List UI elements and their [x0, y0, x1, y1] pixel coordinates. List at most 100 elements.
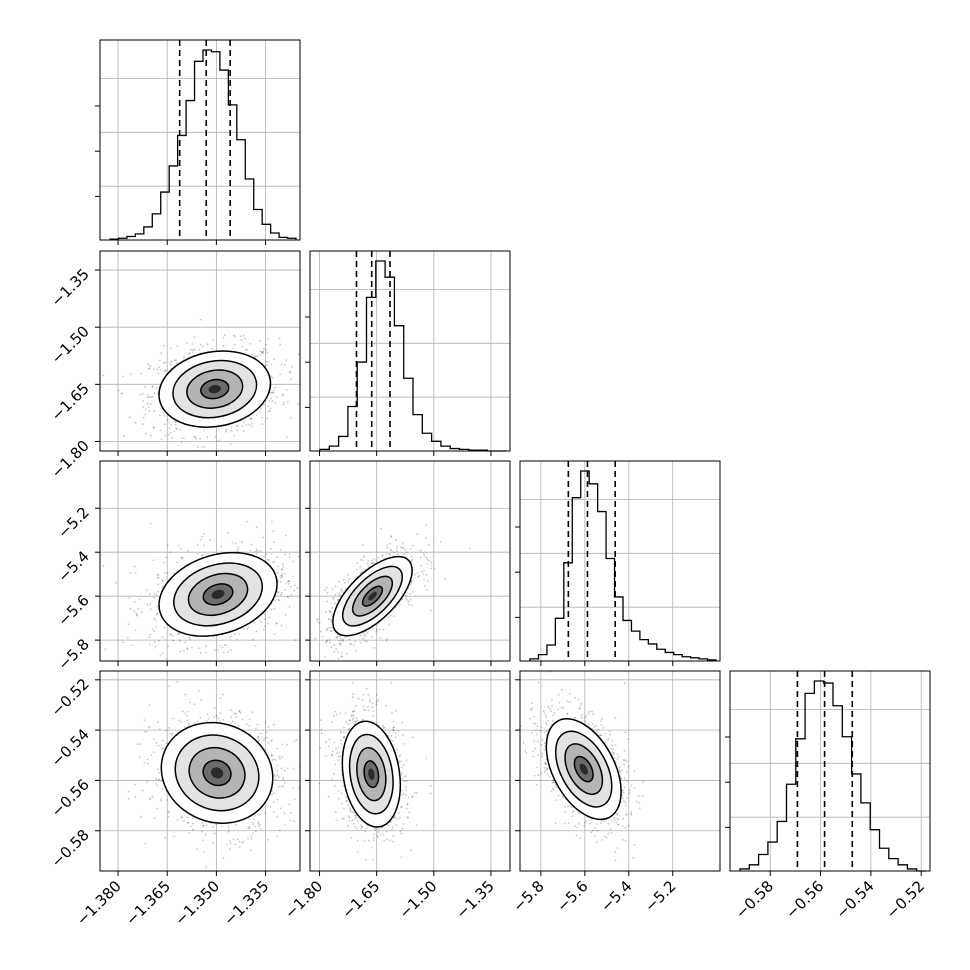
sample-point — [277, 599, 280, 601]
sample-point — [186, 710, 189, 713]
contour-line — [351, 575, 394, 617]
sample-point — [280, 624, 283, 627]
sample-point — [187, 719, 189, 722]
histogram-frame — [729, 670, 931, 872]
sample-point — [388, 624, 390, 626]
contour-line — [186, 369, 244, 409]
sample-point — [146, 781, 149, 783]
sample-point — [262, 403, 265, 406]
sample-point — [140, 815, 142, 818]
sample-point — [140, 611, 143, 614]
sample-point — [321, 636, 324, 638]
sample-point — [405, 759, 408, 762]
sample-point — [351, 819, 354, 822]
sample-point — [229, 840, 231, 843]
sample-point — [235, 716, 238, 719]
sample-point — [373, 836, 375, 839]
sample-point — [397, 553, 399, 556]
sample-point — [390, 535, 393, 537]
histogram-panel: −0.58 −0.56 −0.54 −0.52 — [725, 670, 931, 922]
sample-point — [133, 610, 136, 612]
sample-point — [218, 719, 221, 722]
sample-point — [213, 707, 216, 709]
sample-point — [281, 393, 284, 396]
x-tick-label: −0.54 — [832, 877, 877, 922]
sample-point — [333, 741, 336, 744]
sample-point — [147, 406, 150, 409]
sample-point — [155, 741, 158, 744]
sample-point — [129, 607, 132, 610]
sample-point — [409, 592, 412, 595]
sample-point — [158, 639, 161, 642]
sample-point — [273, 608, 276, 610]
sample-point — [273, 389, 275, 392]
sample-point — [183, 820, 185, 823]
sample-point — [148, 410, 151, 413]
sample-point — [388, 731, 391, 734]
sample-point — [362, 632, 365, 634]
sample-point — [288, 583, 290, 585]
sample-point — [270, 375, 273, 378]
sample-point — [117, 389, 120, 392]
sample-point — [153, 630, 156, 632]
sample-point — [295, 739, 298, 741]
sample-point — [382, 833, 385, 836]
sample-point — [397, 730, 400, 732]
sample-point — [367, 705, 369, 708]
sample-point — [122, 641, 125, 643]
sample-point — [393, 816, 395, 819]
sample-point — [276, 556, 279, 559]
sample-point — [147, 367, 150, 370]
sample-point — [400, 856, 403, 859]
sample-point — [268, 400, 271, 402]
sample-point — [168, 633, 171, 636]
sample-point — [261, 416, 263, 419]
sample-point — [285, 359, 287, 361]
sample-point — [136, 743, 139, 746]
sample-point — [272, 530, 275, 533]
sample-point — [189, 348, 192, 351]
contour-line — [173, 562, 264, 627]
histogram-step — [319, 260, 506, 452]
sample-point — [359, 571, 362, 574]
sample-point — [411, 544, 414, 547]
sample-point — [248, 718, 251, 721]
sample-point — [409, 598, 412, 601]
sample-point — [283, 589, 286, 591]
sample-point — [218, 428, 220, 430]
sample-point — [144, 386, 147, 388]
sample-point — [288, 555, 291, 558]
sample-point — [283, 824, 286, 826]
sample-point — [156, 721, 159, 724]
sample-point — [147, 394, 149, 396]
scatter-panel: −1.80−1.65−1.50−1.35 — [281, 670, 511, 922]
sample-point — [187, 722, 190, 725]
sample-point — [196, 660, 199, 661]
sample-point — [398, 816, 401, 819]
sample-point — [426, 589, 428, 591]
sample-point — [181, 465, 183, 467]
sample-point — [134, 572, 137, 574]
sample-point — [237, 546, 240, 549]
sample-point — [330, 626, 332, 629]
sample-point — [163, 561, 166, 564]
sample-point — [250, 835, 253, 838]
sample-point — [140, 372, 143, 375]
sample-point — [393, 551, 395, 554]
sample-point — [313, 587, 315, 589]
sample-point — [277, 565, 279, 568]
sample-point — [246, 520, 249, 523]
sample-point — [376, 628, 378, 631]
sample-point — [233, 343, 236, 346]
sample-point — [385, 553, 388, 555]
sample-point — [162, 580, 164, 583]
sample-point — [392, 726, 395, 729]
sample-point — [191, 646, 193, 649]
sample-point — [381, 555, 384, 558]
sample-point — [234, 633, 236, 635]
sample-point — [158, 778, 160, 781]
sample-point — [189, 701, 192, 704]
sample-point — [165, 729, 168, 732]
y-tick-label: −1.65 — [48, 379, 93, 424]
sample-point — [172, 717, 175, 720]
